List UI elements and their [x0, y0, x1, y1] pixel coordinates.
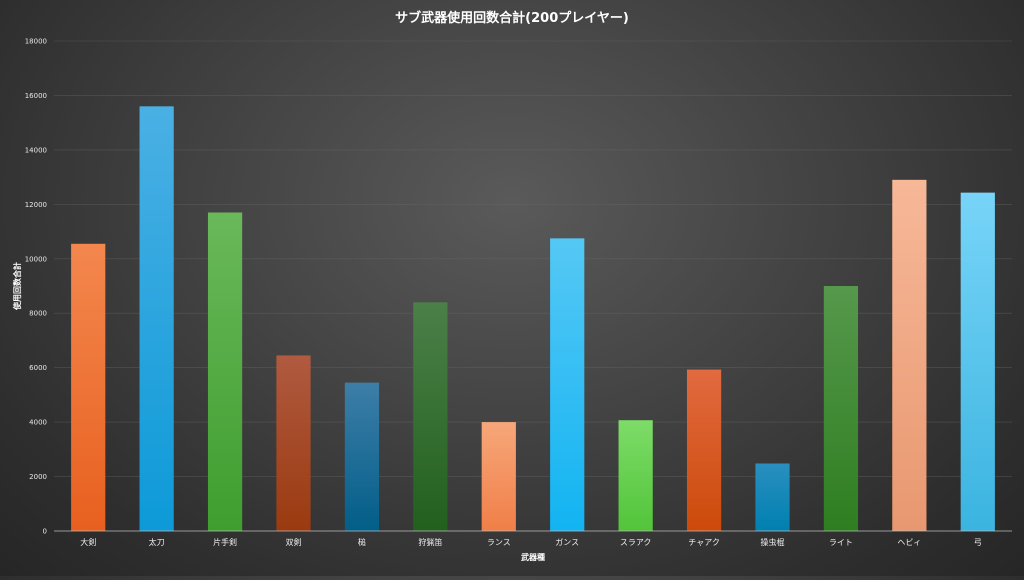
y-tick-label: 6000: [29, 364, 47, 372]
x-tick-label: 大剣: [80, 537, 96, 547]
bar-8: [618, 420, 653, 531]
bar-12: [892, 179, 927, 532]
chart-title: サブ武器使用回数合計(200プレイヤー): [395, 10, 629, 26]
bar-3: [276, 355, 311, 531]
bar-13: [960, 192, 995, 531]
y-tick-label: 12000: [25, 201, 47, 209]
bar-6: [481, 422, 516, 531]
x-tick-label: スラアク: [620, 538, 652, 547]
y-axis-ticks: 0 2000 4000 6000 8000 10000 12000 14000 16000 180…: [25, 38, 47, 536]
x-tick-label: ヘビィ: [897, 538, 921, 547]
y-tick-label: 2000: [29, 473, 47, 481]
x-tick-label: 双剣: [286, 538, 302, 547]
x-tick-label: 操虫棍: [761, 537, 785, 547]
bar-0: [71, 243, 106, 532]
y-tick-label: 16000: [25, 92, 47, 100]
bar-7: [550, 238, 585, 531]
bar-9: [686, 369, 722, 531]
y-tick-label: 14000: [25, 146, 47, 154]
y-tick-label: 8000: [29, 310, 47, 318]
x-axis-title: 武器種: [521, 552, 545, 562]
x-tick-label: 弓: [974, 538, 982, 547]
x-tick-label: ライト: [829, 538, 853, 547]
bar-11: [823, 286, 859, 531]
gridlines: [54, 40, 1012, 477]
x-tick-label: ランス: [487, 538, 511, 547]
y-tick-label: 0: [43, 528, 47, 536]
x-axis-ticks: 大剣 太刀 片手剣 双剣 槌 狩猟笛 ランス ガンス スラアク チャアク 操虫棍 ライト ヘビィ 弓: [80, 537, 982, 547]
bar-4: [344, 382, 380, 531]
bar-2: [207, 212, 243, 531]
bar-1: [139, 106, 174, 531]
x-tick-label: 片手剣: [213, 537, 237, 547]
y-tick-label: 10000: [25, 255, 47, 263]
x-tick-label: 狩猟笛: [418, 537, 442, 547]
x-tick-label: 太刀: [149, 537, 165, 547]
x-tick-label: 槌: [358, 537, 366, 547]
bars: [71, 106, 995, 532]
y-tick-label: 4000: [29, 419, 47, 427]
x-tick-label: ガンス: [555, 537, 579, 547]
x-tick-label: チャアク: [688, 538, 720, 547]
bar-10: [755, 463, 790, 531]
y-axis-title: 使用回数合計: [12, 262, 22, 311]
y-tick-label: 18000: [25, 38, 47, 46]
bar-5: [413, 302, 448, 531]
